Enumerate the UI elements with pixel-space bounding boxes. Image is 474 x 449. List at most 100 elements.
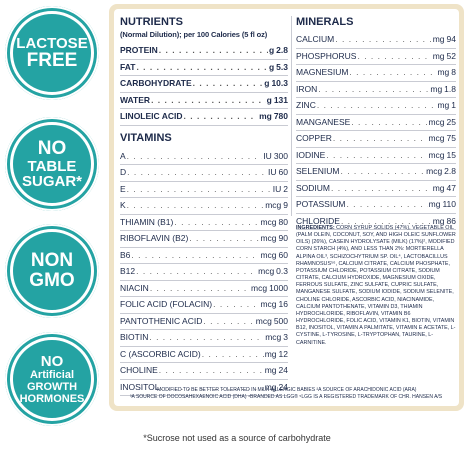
leader-dots: [213, 297, 259, 313]
ingredients-list: CORN SYRUP SOLIDS (47%), VEGETABLE OIL (…: [296, 225, 456, 346]
nutrient-value: 1: [451, 100, 456, 110]
nutrients-title: NUTRIENTS: [120, 16, 183, 28]
ingredients-text: INGREDIENTS: CORN SYRUP SOLIDS (47%), VE…: [296, 225, 456, 347]
minerals-title: MINERALS: [296, 16, 354, 28]
nutrient-name: ZINC: [296, 100, 316, 110]
leader-dots: [331, 181, 432, 197]
nutrient-value: 500: [273, 315, 288, 326]
sucrose-note: *Sucrose not used as a source of carbohy…: [143, 433, 331, 443]
nutrient-value: 16: [278, 299, 288, 309]
table-row: FAT g5.3: [120, 60, 288, 76]
nutrient-value: 25: [446, 116, 456, 127]
leader-dots: [203, 314, 254, 330]
nutrient-value: 5.3: [276, 61, 288, 72]
leader-dots: [127, 165, 267, 181]
nutrient-value: 52: [446, 50, 456, 61]
leader-dots: [136, 60, 268, 76]
nutrient-value: 47: [446, 182, 456, 193]
nutrient-unit: mg: [432, 182, 445, 193]
nutrient-name: D: [120, 167, 127, 177]
leader-dots: [150, 281, 250, 297]
nutrient-value: 75: [446, 133, 456, 143]
no-table-sugar-badge: NO TABLE SUGAR*: [5, 117, 99, 211]
badge-line: FREE: [26, 49, 78, 71]
nutrient-value: 110: [442, 199, 456, 209]
nutrient-unit: mcg: [428, 116, 445, 127]
column-divider: [291, 16, 292, 216]
claim-badges: LACTOSE FREE NO TABLE SUGAR* NON GMO NO …: [0, 0, 104, 449]
nutrient-value: 12: [278, 348, 288, 359]
nutrient-name: RIBOFLAVIN (B2): [120, 233, 189, 243]
badge-line: NO: [37, 138, 67, 159]
nutrient-name: FAT: [120, 61, 136, 72]
nutrient-unit: mg: [430, 83, 443, 94]
leader-dots: [349, 65, 436, 81]
leader-dots: [174, 215, 259, 231]
table-row: ZINC mg1: [296, 98, 456, 115]
nutrient-unit: mcg: [258, 266, 275, 276]
nutrient-value: 1.8: [444, 83, 456, 94]
leader-dots: [333, 131, 428, 147]
nutrient-value: 2.8: [444, 166, 456, 176]
leader-dots: [317, 98, 437, 114]
nutrient-value: 60: [278, 167, 288, 177]
leader-dots: [131, 248, 259, 264]
leader-dots: [159, 43, 268, 59]
badge-line: SUGAR*: [21, 173, 82, 190]
nutrient-name: MANGANESE: [296, 116, 351, 127]
footnotes: ¹MODIFIED TO BE BETTER TOLERATED IN MILK…: [118, 387, 454, 401]
nutrient-name: CARBOHYDRATE: [120, 78, 192, 88]
leader-dots: [202, 347, 264, 363]
nutrient-name: IODINE: [296, 149, 326, 160]
nutrient-unit: mcg: [426, 166, 443, 176]
table-row: CARBOHYDRATE g10.3: [120, 76, 288, 93]
leader-dots: [127, 198, 265, 214]
nutrient-value: 300: [273, 150, 288, 161]
badge-line: GMO: [29, 270, 75, 291]
leader-dots: [346, 197, 427, 213]
ingredients-label: INGREDIENTS:: [296, 225, 335, 231]
nutrient-name: WATER: [120, 94, 151, 105]
leader-dots: [127, 182, 272, 198]
footnote-line: ¹MODIFIED TO BE BETTER TOLERATED IN MILK…: [155, 387, 417, 393]
badge-line: TABLE: [27, 158, 77, 175]
nutrient-name: IRON: [296, 83, 318, 94]
nutrient-name: K: [120, 200, 126, 210]
nutrient-name: B12: [120, 266, 136, 276]
nutrient-value: 60: [278, 249, 288, 260]
badge-line: LACTOSE: [16, 34, 88, 52]
nutrient-name: B6: [120, 249, 131, 260]
nutrient-name: PROTEIN: [120, 45, 158, 55]
nutrient-unit: mg: [264, 381, 277, 392]
nutrients-table: PROTEINg2.8FATg5.3CARBOHYDRATEg10.3WATER…: [120, 43, 288, 126]
nutrient-value: 10.3: [271, 78, 288, 88]
leader-dots: [193, 76, 264, 92]
badge-line: NO: [40, 352, 64, 370]
minerals-table: CALCIUMmg94PHOSPHORUS mg 52 MAGNESIUM mg 8 IRO…: [296, 32, 456, 230]
nutrient-name: CHOLINE: [120, 365, 158, 375]
nutrient-unit: mcg: [251, 282, 268, 293]
nutrient-unit: g: [264, 78, 270, 88]
minerals-column: MINERALS CALCIUMmg94PHOSPHORUS mg 52 MAGNES…: [296, 16, 456, 230]
nutrient-name: LINOLEIC ACID: [120, 111, 183, 121]
nutrient-unit: mcg: [265, 332, 282, 342]
nutrient-value: 2: [283, 183, 288, 194]
leader-dots: [184, 109, 259, 125]
nutrient-value: 8: [451, 67, 456, 77]
nutrient-name: PANTOTHENIC ACID: [120, 315, 203, 326]
nutrient-value: 9: [283, 200, 288, 210]
nutrient-name: MAGNESIUM: [296, 67, 349, 77]
nutrient-unit: mcg: [428, 149, 445, 160]
nutrient-name: PHOSPHORUS: [296, 50, 357, 61]
